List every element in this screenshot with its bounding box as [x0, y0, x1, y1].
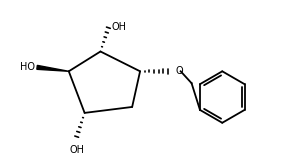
- Text: OH: OH: [69, 145, 84, 155]
- Text: HO: HO: [20, 62, 35, 72]
- Polygon shape: [37, 65, 69, 71]
- Text: OH: OH: [111, 22, 126, 32]
- Text: O: O: [176, 66, 183, 76]
